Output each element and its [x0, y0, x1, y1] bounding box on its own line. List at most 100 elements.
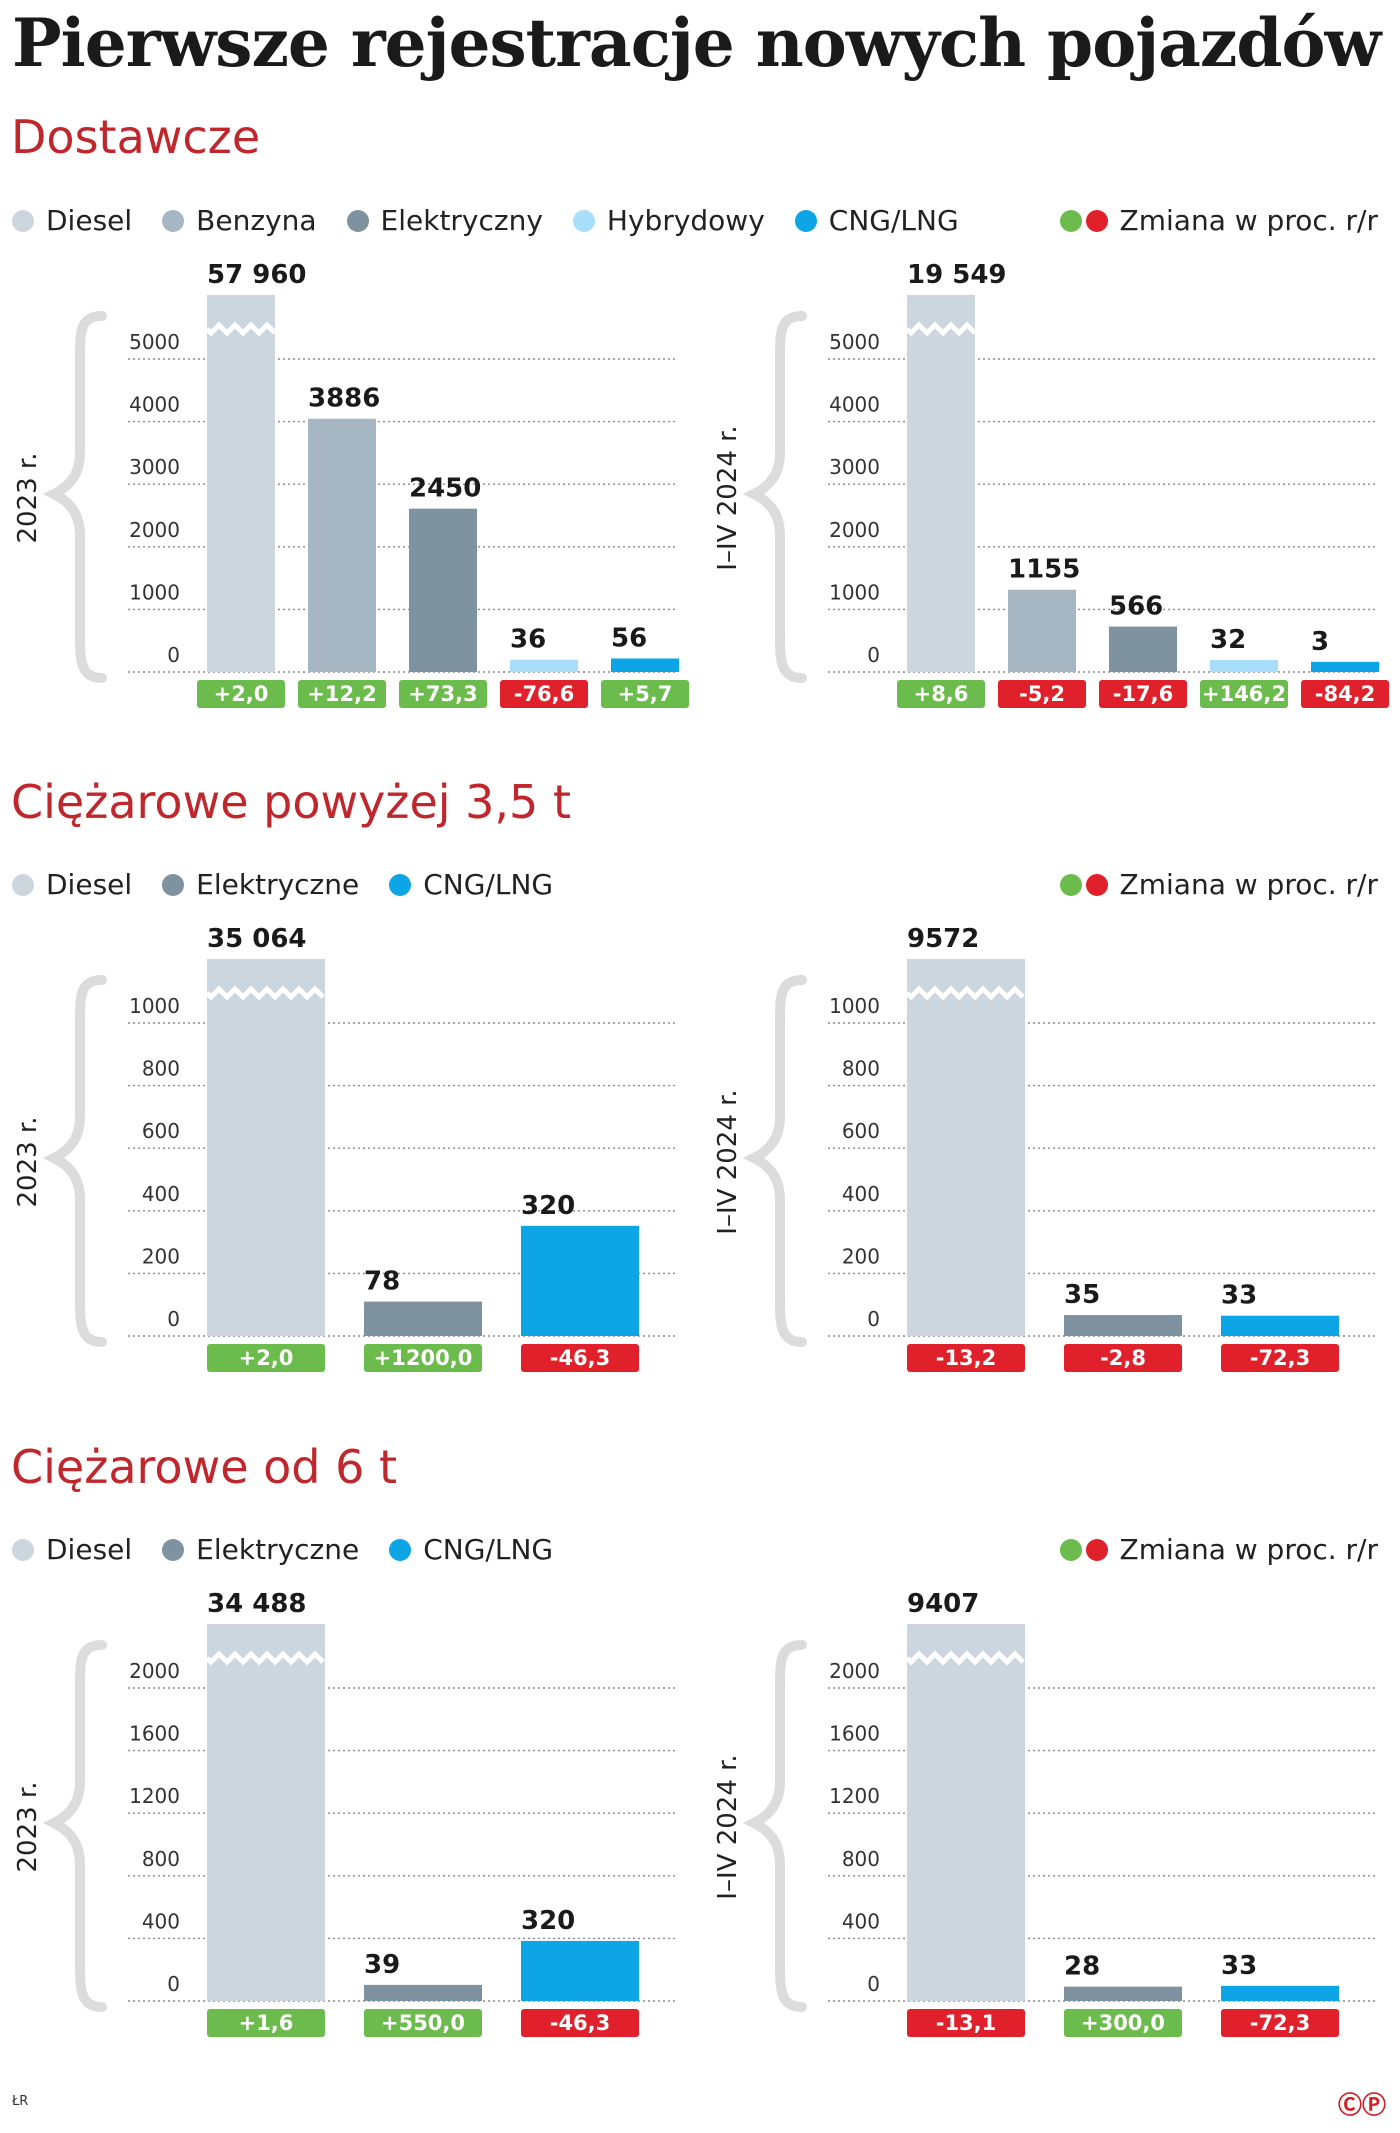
- legend-label: Diesel: [46, 204, 133, 237]
- change-badge-negative: [1221, 2009, 1339, 2037]
- period-label: 2023 r.: [13, 1782, 43, 1873]
- change-badge-positive: [207, 1344, 325, 1372]
- legend-item-benzyna: Benzyna: [162, 204, 317, 237]
- chart-ciezarowe-6-2023: 2023 r. 0 400 800 1200 1600 2000 34 488 +1,6 39 +5…: [13, 1589, 675, 2037]
- period-label: I–IV 2024 r.: [713, 1754, 743, 1899]
- change-label: -17,6: [1113, 682, 1174, 706]
- bar-cng-lng: [1221, 1985, 1339, 2001]
- y-tick-label: 3000: [129, 455, 180, 479]
- axis-break-mark: [905, 985, 1025, 1001]
- value-label: 320: [521, 1906, 575, 1936]
- period-brace: [42, 1640, 107, 2012]
- change-badge-positive: [897, 680, 985, 708]
- bar-elektryczne: [364, 1984, 482, 2001]
- y-tick-label: 1000: [829, 994, 880, 1018]
- value-label: 3: [1311, 627, 1329, 657]
- positive-change-dot: [1059, 1538, 1082, 1561]
- y-tick-label: 1200: [129, 1784, 180, 1808]
- legend-item-elektryczne: Elektryczne: [162, 868, 359, 901]
- bar-hybrydowy: [1210, 659, 1278, 672]
- value-label: 36: [510, 625, 546, 655]
- value-label: 3886: [308, 384, 380, 414]
- change-badge-negative: [521, 1344, 639, 1372]
- bar-diesel: [207, 959, 325, 1336]
- legend-label: CNG/LNG: [423, 1533, 554, 1566]
- benzyna-swatch: [162, 209, 185, 232]
- y-tick-label: 3000: [829, 455, 880, 479]
- y-tick-label: 200: [142, 1244, 180, 1268]
- section-title-dostawcze: Dostawcze: [11, 110, 261, 164]
- value-label: 33: [1221, 1281, 1257, 1311]
- bar-cng-lng: [1221, 1315, 1339, 1336]
- period-brace: [42, 311, 107, 683]
- change-badge-positive: [207, 2009, 325, 2037]
- chart-dostawcze-2023: 2023 r. 0 1000 2000 3000 4000 5000 57 960 +2,0 38…: [13, 260, 689, 708]
- legend-label: Elektryczne: [196, 1533, 360, 1566]
- bar-diesel: [207, 295, 275, 672]
- negative-change-dot: [1085, 1538, 1108, 1561]
- legend-dostawcze: Diesel Benzyna Elektryczny Hybrydowy CNG…: [12, 204, 989, 237]
- value-label: 33: [1221, 1951, 1257, 1981]
- y-tick-label: 600: [142, 1119, 180, 1143]
- y-tick-label: 1200: [829, 1784, 880, 1808]
- legend-item-diesel: Diesel: [12, 204, 132, 237]
- value-label: 34 488: [207, 1589, 307, 1619]
- y-tick-label: 0: [867, 643, 880, 667]
- change-label: +2,0: [214, 682, 269, 706]
- period-label: I–IV 2024 r.: [713, 1089, 743, 1234]
- section-title-ciezarowe-35: Ciężarowe powyżej 3,5 t: [11, 775, 571, 829]
- period-label: I–IV 2024 r.: [713, 425, 743, 570]
- chart-dostawcze-2024: I–IV 2024 r. 0 1000 2000 3000 4000 5000 19 549 +…: [713, 260, 1389, 708]
- change-label: -5,2: [1019, 682, 1065, 706]
- section-title-ciezarowe-6: Ciężarowe od 6 t: [11, 1440, 398, 1494]
- legend-label: Benzyna: [196, 204, 317, 237]
- bar-diesel: [907, 959, 1025, 1336]
- diesel-swatch: [12, 209, 34, 232]
- elektryczne-swatch: [162, 873, 185, 896]
- value-label: 9407: [907, 1589, 979, 1619]
- change-badge-negative: [521, 2009, 639, 2037]
- change-label: +5,7: [618, 682, 673, 706]
- change-label: -13,1: [936, 2011, 997, 2035]
- change-badge-positive: [1200, 680, 1288, 708]
- value-label: 39: [364, 1950, 400, 1980]
- y-tick-label: 5000: [829, 330, 880, 354]
- change-badge-negative: [907, 2009, 1025, 2037]
- change-label: -76,6: [514, 682, 575, 706]
- change-badge-positive: [364, 2009, 482, 2037]
- value-label: 19 549: [907, 260, 1007, 290]
- y-tick-label: 0: [167, 1307, 180, 1331]
- period-brace: [42, 975, 107, 1347]
- y-tick-label: 2000: [129, 518, 180, 542]
- period-brace: [742, 311, 807, 683]
- y-tick-label: 0: [867, 1307, 880, 1331]
- bar-cng-lng: [1311, 661, 1379, 672]
- negative-change-dot: [1085, 209, 1108, 232]
- value-label: 2450: [409, 474, 481, 504]
- change-label: +550,0: [381, 2011, 465, 2035]
- value-label: 57 960: [207, 260, 307, 290]
- change-label: -84,2: [1315, 682, 1376, 706]
- change-legend-dostawcze: Zmiana w proc. r/r: [1059, 204, 1378, 237]
- y-tick-label: 600: [842, 1119, 880, 1143]
- legend-item-diesel: Diesel: [12, 1533, 132, 1566]
- y-tick-label: 400: [842, 1182, 880, 1206]
- positive-change-dot: [1059, 209, 1082, 232]
- bar-hybrydowy: [510, 659, 578, 672]
- y-tick-label: 400: [142, 1909, 180, 1933]
- change-label: +73,3: [408, 682, 477, 706]
- y-tick-label: 0: [167, 643, 180, 667]
- diesel-swatch: [12, 1538, 34, 1561]
- cng-swatch: [389, 873, 412, 896]
- change-badge-negative: [1221, 1344, 1339, 1372]
- axis-break-mark: [205, 985, 325, 1001]
- bar-cng-lng: [521, 1940, 639, 2001]
- period-label: 2023 r.: [13, 1117, 43, 1208]
- y-tick-label: 4000: [129, 393, 180, 417]
- axis-break-mark: [205, 321, 277, 337]
- y-tick-label: 2000: [829, 1659, 880, 1683]
- change-label: +300,0: [1081, 2011, 1165, 2035]
- change-label: +146,2: [1202, 682, 1286, 706]
- bar-elektryczny: [1109, 626, 1177, 672]
- page-title: Pierwsze rejestracje nowych pojazdów: [12, 4, 1381, 82]
